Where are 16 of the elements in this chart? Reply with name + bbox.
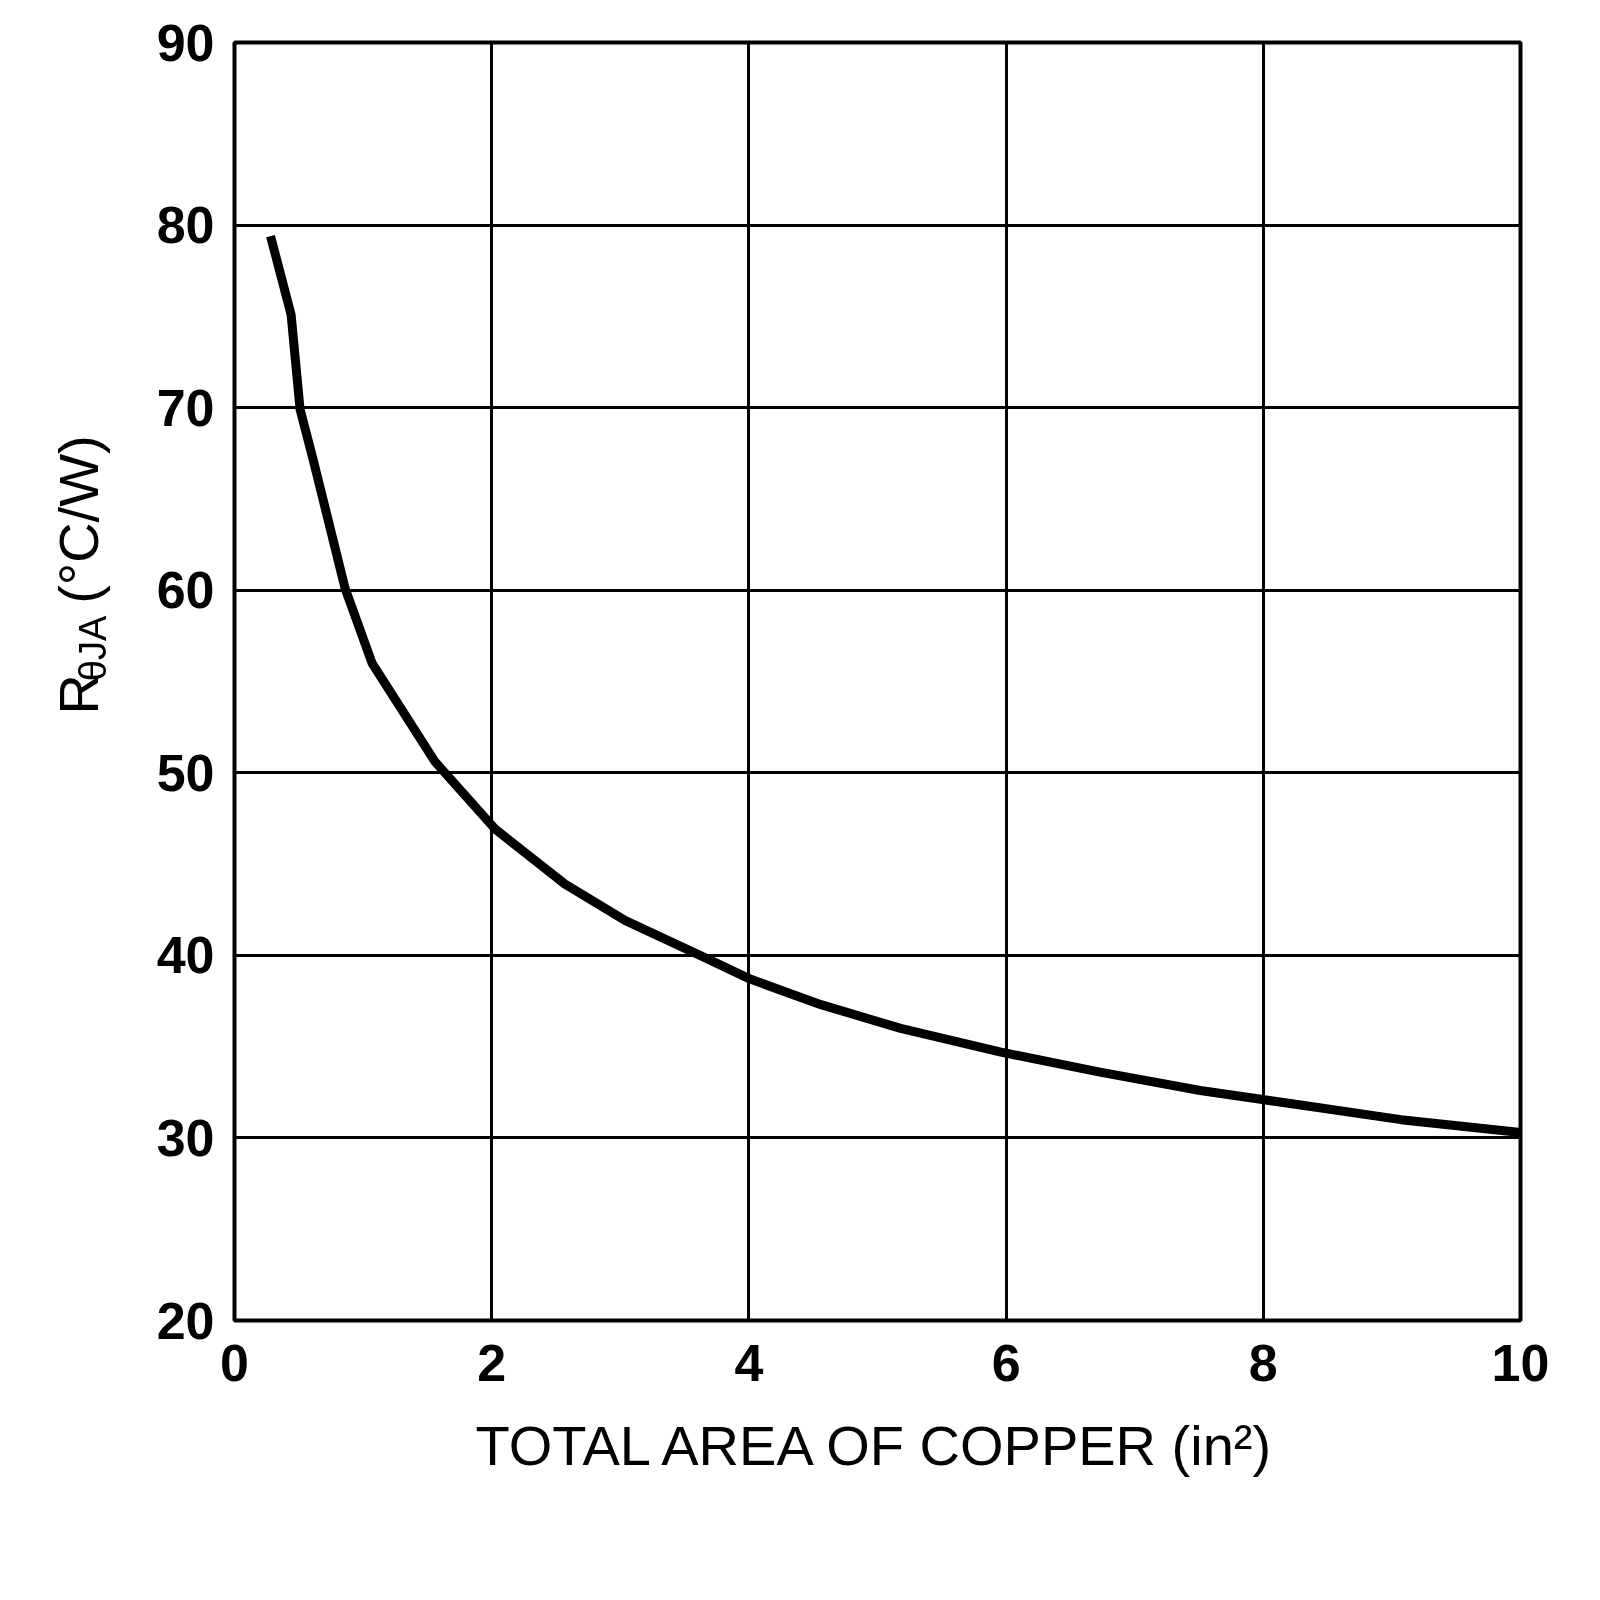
x-axis-title: TOTAL AREA OF COPPER (in²) [475,1413,1272,1477]
y-tick-label: 30 [156,1108,215,1167]
x-tick-label: 10 [1491,1333,1550,1392]
y-tick-label: 80 [156,196,215,255]
y-tick-label: 20 [156,1291,215,1350]
y-tick-label: 90 [156,13,215,72]
y-tick-label: 50 [156,743,215,802]
x-tick-label: 8 [1248,1333,1278,1392]
x-tick-label: 6 [991,1333,1021,1392]
y-axis-title: RθJA (°C/W) [47,435,114,715]
x-tick-label: 0 [220,1333,249,1392]
y-tick-label: 70 [156,378,215,437]
x-tick-label: 4 [734,1333,764,1392]
y-tick-label: 40 [156,926,215,985]
x-tick-label: 2 [477,1333,507,1392]
y-tick-label: 60 [156,561,215,620]
